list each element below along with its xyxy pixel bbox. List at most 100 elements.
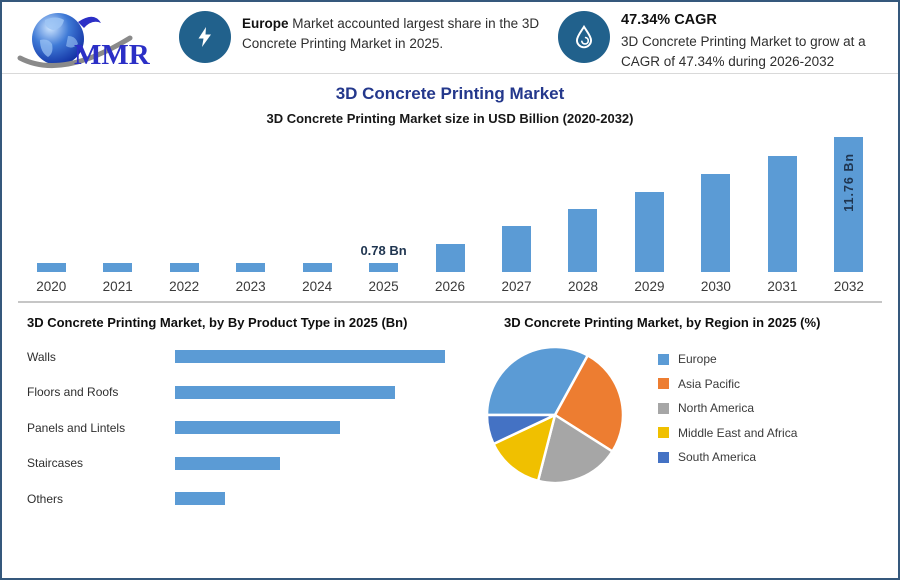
product-bar — [175, 456, 280, 470]
bar-2032: 11.76 Bn — [834, 137, 864, 272]
bar-slot-2020 — [18, 263, 84, 272]
x-axis-tick-label: 2028 — [567, 279, 598, 294]
x-axis-tick-label: 2032 — [833, 279, 864, 294]
market-size-bar-chart: 0.78 Bn 11.76 Bn 2020 2021 2022 2023 2024 2025… — [18, 126, 882, 303]
legend-item-south-america: South America — [658, 450, 797, 464]
category-label: Walls — [27, 349, 56, 364]
legend-label: Europe — [678, 352, 717, 366]
bar-2021 — [103, 263, 133, 272]
product-bar — [175, 421, 340, 435]
product-row: Walls — [27, 339, 482, 375]
bar-2026 — [435, 244, 465, 272]
product-type-bars: Walls Floors and Roofs Panels and Lintels S… — [27, 339, 482, 517]
logo-swoosh — [17, 35, 133, 69]
legend-swatch — [658, 427, 669, 438]
region-chart-body: Europe Asia Pacific North America Middle Ea… — [485, 340, 898, 490]
bar-2029 — [634, 192, 664, 272]
x-axis-tick-label: 2020 — [36, 279, 67, 294]
legend-item-europe: Europe — [658, 352, 797, 366]
product-row: Staircases — [27, 446, 482, 482]
bar-2027 — [502, 226, 532, 272]
product-row: Floors and Roofs — [27, 375, 482, 411]
bottom-charts: 3D Concrete Printing Market, by By Produ… — [2, 315, 898, 517]
legend-swatch — [658, 378, 669, 389]
bar-2031 — [767, 156, 797, 272]
bar-value-label: 0.78 Bn — [360, 243, 407, 258]
category-label: Others — [27, 491, 64, 506]
cagr-body: 3D Concrete Printing Market to grow at a… — [621, 34, 866, 69]
product-type-chart-section: 3D Concrete Printing Market, by By Produ… — [2, 315, 482, 517]
bar-slot-2027 — [483, 226, 549, 272]
bar-slot-2032: 11.76 Bn — [816, 137, 882, 272]
pie-slice-north-america — [536, 413, 614, 485]
x-axis-tick-label: 2031 — [767, 279, 798, 294]
bar-slot-2025: 0.78 Bn — [350, 243, 416, 272]
pie-slice-asia-pacific — [553, 354, 625, 453]
bar-track — [175, 421, 482, 435]
page-title: 3D Concrete Printing Market — [335, 84, 565, 103]
x-axis-tick-label: 2025 — [368, 279, 399, 294]
bar-2023 — [236, 263, 266, 272]
globe-icon — [32, 13, 84, 65]
region-pie-chart — [485, 345, 625, 485]
region-legend: Europe Asia Pacific North America Middle Ea… — [658, 352, 797, 475]
x-axis-tick-label: 2024 — [302, 279, 333, 294]
bar-slot-2029 — [616, 192, 682, 272]
product-type-chart-title: 3D Concrete Printing Market, by By Produ… — [27, 315, 408, 330]
mmr-logo: MMR — [17, 13, 151, 71]
product-bar — [175, 350, 445, 364]
legend-label: Asia Pacific — [678, 376, 741, 391]
pie-slice-south-america — [485, 413, 557, 446]
bar-slot-2026 — [417, 244, 483, 272]
droplet-icon — [558, 11, 610, 63]
category-label: Floors and Roofs — [27, 385, 119, 400]
x-axis-tick-label: 2029 — [634, 279, 665, 294]
x-axis-tick-label: 2030 — [700, 279, 731, 294]
callout-europe-text: Europe Market accounted largest share in… — [242, 8, 542, 53]
bar-2028 — [568, 209, 598, 272]
legend-label: Middle East and Africa — [678, 425, 798, 440]
legend-swatch — [658, 353, 669, 365]
bar-chart-plot-area: 0.78 Bn 11.76 Bn — [18, 126, 882, 272]
bar-track — [175, 385, 482, 399]
legend-item-asia-pacific: Asia Pacific — [658, 377, 797, 391]
bar-slot-2028 — [550, 209, 616, 272]
pie-slice-europe — [485, 345, 590, 417]
product-row: Others — [27, 481, 482, 517]
bar-slot-2022 — [151, 263, 217, 272]
region-chart-title: 3D Concrete Printing Market, by Region i… — [504, 315, 821, 330]
category-label: Panels and Lintels — [27, 420, 126, 435]
bar-slot-2023 — [217, 263, 283, 272]
bar-2022 — [169, 263, 199, 272]
header: MMR Europe Market accounted largest shar… — [2, 2, 898, 74]
bar-track — [175, 456, 482, 470]
bar-track — [175, 350, 482, 364]
region-chart-section: 3D Concrete Printing Market, by Region i… — [482, 315, 898, 517]
category-label: Staircases — [27, 456, 84, 471]
bar-slot-2030 — [683, 174, 749, 272]
product-row: Panels and Lintels — [27, 410, 482, 446]
product-bar — [175, 385, 395, 399]
callout-cagr: 47.34% CAGR 3D Concrete Printing Market … — [558, 8, 898, 71]
x-axis-tick-label: 2022 — [169, 279, 200, 294]
x-axis-tick-label: 2026 — [435, 279, 466, 294]
x-axis-tick-label: 2027 — [501, 279, 532, 294]
bar-slot-2031 — [749, 156, 815, 272]
bar-value-label-vertical: 11.76 Bn — [841, 153, 856, 212]
legend-swatch — [658, 402, 669, 414]
lightning-icon — [179, 11, 231, 63]
callout-europe-bold: Europe — [242, 16, 289, 31]
bar-2025 — [369, 263, 399, 272]
legend-label: South America — [678, 450, 757, 464]
logo-text: MMR — [74, 39, 151, 71]
x-axis-line — [18, 301, 882, 303]
legend-swatch — [658, 451, 669, 463]
x-axis-tick-label: 2021 — [102, 279, 133, 294]
callout-europe-share: Europe Market accounted largest share in… — [179, 8, 542, 63]
bar-slot-2021 — [84, 263, 150, 272]
callout-europe-rest: Market accounted largest share in the 3D… — [242, 16, 540, 51]
page-subtitle: 3D Concrete Printing Market size in USD … — [266, 111, 634, 126]
callout-cagr-text: 47.34% CAGR 3D Concrete Printing Market … — [621, 8, 898, 71]
legend-item-north-america: North America — [658, 401, 797, 415]
bar-2020 — [36, 263, 66, 272]
